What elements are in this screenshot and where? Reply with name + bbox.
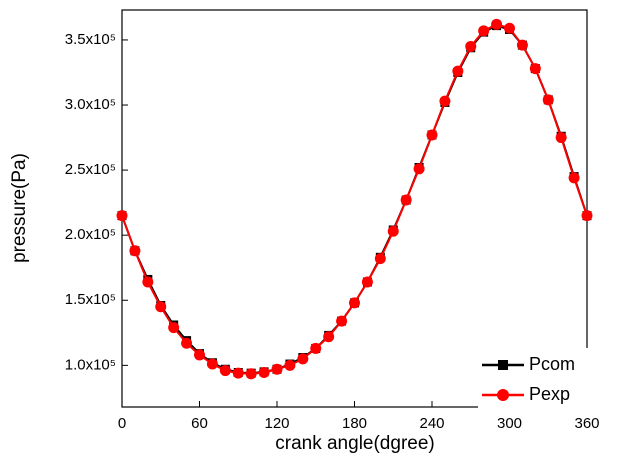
point [568, 172, 580, 184]
legend-label: Pcom [529, 354, 575, 374]
point [465, 40, 477, 52]
point [284, 359, 296, 371]
point [555, 132, 567, 144]
point [542, 94, 554, 106]
legend-marker [497, 389, 509, 401]
legend-label: Pexp [529, 384, 570, 404]
point [426, 129, 438, 141]
x-tick-label: 60 [191, 415, 208, 432]
point [116, 210, 128, 222]
y-tick-label: 3.5x10⁵ [65, 31, 116, 48]
x-tick-label: 360 [574, 415, 599, 432]
y-tick-label: 2.0x10⁵ [65, 226, 116, 243]
point [400, 194, 412, 206]
legend: Pcom Pexp [478, 348, 626, 410]
point [181, 337, 193, 349]
point [258, 367, 270, 379]
point [374, 253, 386, 265]
y-tick-label: 1.0x10⁵ [65, 356, 116, 373]
y-axis-label: pressure(Pa) [9, 153, 30, 263]
point [129, 245, 141, 257]
x-tick-label: 0 [118, 415, 126, 432]
point [413, 163, 425, 175]
point [194, 349, 205, 361]
point [361, 276, 373, 288]
x-tick-label: 180 [342, 415, 367, 432]
point [452, 65, 464, 77]
point [155, 301, 167, 313]
point [491, 18, 503, 30]
point [581, 210, 593, 222]
point [168, 322, 180, 334]
y-tick-label: 2.5x10⁵ [65, 161, 116, 178]
point [504, 22, 515, 34]
point [271, 363, 283, 375]
x-tick-label: 240 [419, 415, 444, 432]
point [439, 95, 451, 107]
x-tick-label: 300 [497, 415, 522, 432]
legend-marker [498, 360, 508, 370]
x-axis-label: crank angle(dgree) [275, 433, 434, 454]
point [336, 315, 348, 327]
point [478, 25, 490, 37]
point [142, 276, 154, 288]
point [219, 365, 231, 377]
point [323, 331, 335, 343]
point [206, 358, 218, 370]
point [310, 342, 322, 354]
point [297, 353, 309, 365]
point [232, 367, 244, 379]
series-line [121, 23, 588, 375]
y-tick-label: 3.0x10⁵ [65, 96, 116, 113]
point [516, 39, 528, 51]
y-tick-label: 1.5x10⁵ [65, 291, 116, 308]
point [349, 297, 360, 309]
point [387, 225, 399, 237]
series-line [121, 24, 588, 375]
point [529, 63, 541, 75]
x-tick-label: 120 [264, 415, 289, 432]
point [245, 368, 257, 380]
